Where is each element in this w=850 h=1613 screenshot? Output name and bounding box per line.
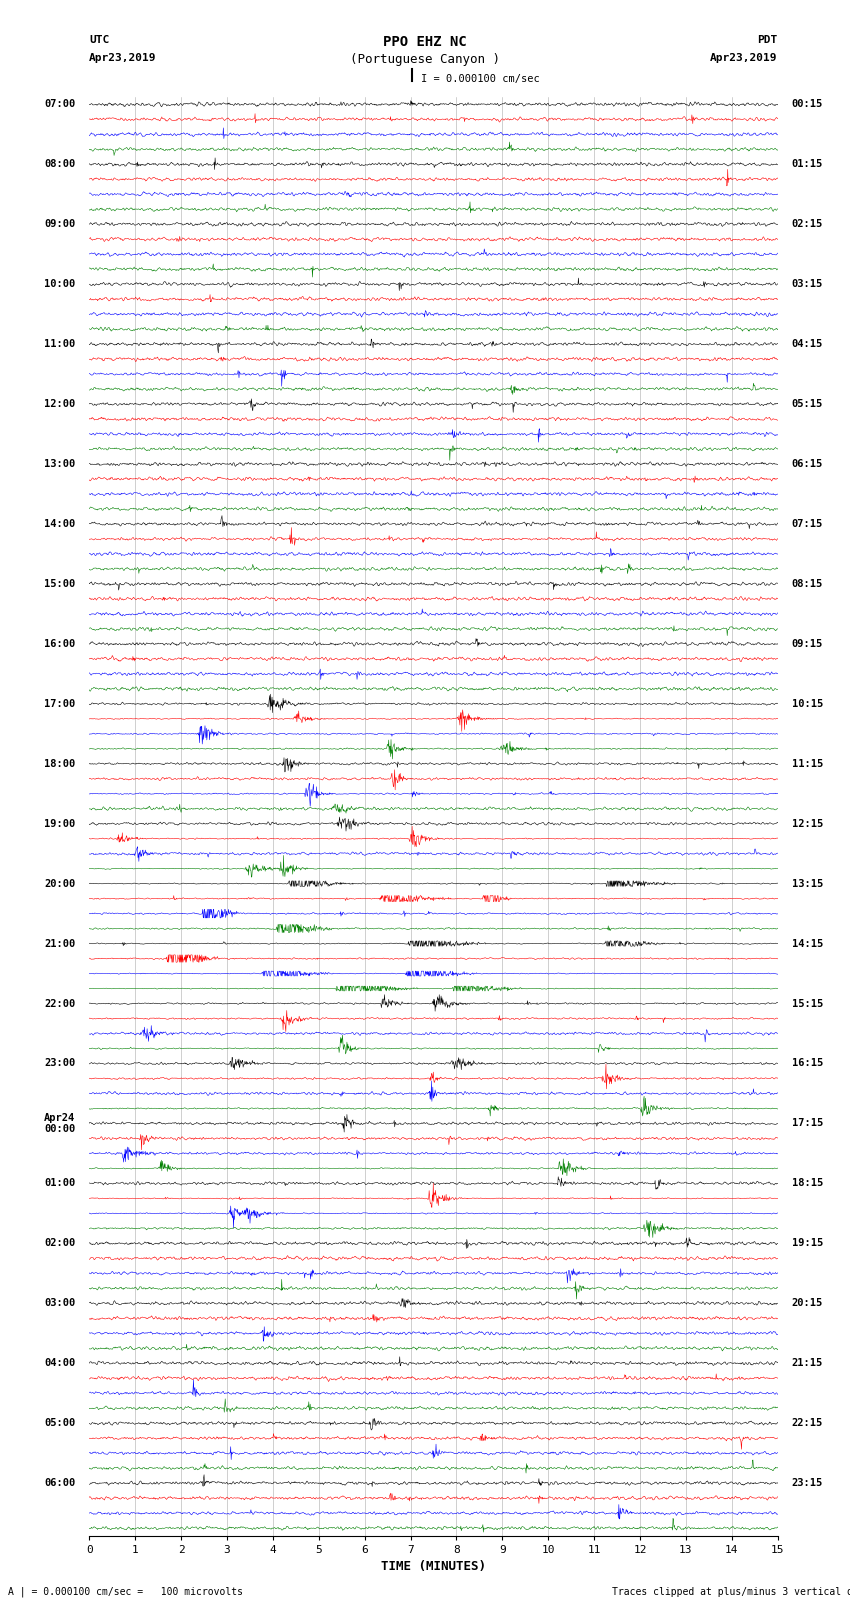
Text: PPO EHZ NC: PPO EHZ NC	[383, 35, 467, 50]
Text: 21:15: 21:15	[791, 1358, 823, 1368]
Text: 18:15: 18:15	[791, 1179, 823, 1189]
X-axis label: TIME (MINUTES): TIME (MINUTES)	[381, 1560, 486, 1573]
Text: 20:00: 20:00	[44, 879, 76, 889]
Text: 04:00: 04:00	[44, 1358, 76, 1368]
Text: 14:15: 14:15	[791, 939, 823, 948]
Text: 13:15: 13:15	[791, 879, 823, 889]
Text: 14:00: 14:00	[44, 519, 76, 529]
Text: I = 0.000100 cm/sec: I = 0.000100 cm/sec	[421, 74, 540, 84]
Text: 23:00: 23:00	[44, 1058, 76, 1068]
Text: 10:15: 10:15	[791, 698, 823, 708]
Text: 16:15: 16:15	[791, 1058, 823, 1068]
Text: 08:00: 08:00	[44, 160, 76, 169]
Text: UTC: UTC	[89, 35, 110, 45]
Text: 12:00: 12:00	[44, 398, 76, 410]
Text: 11:00: 11:00	[44, 339, 76, 348]
Text: 17:15: 17:15	[791, 1118, 823, 1129]
Text: 05:15: 05:15	[791, 398, 823, 410]
Text: 19:15: 19:15	[791, 1239, 823, 1248]
Text: A | = 0.000100 cm/sec =   100 microvolts: A | = 0.000100 cm/sec = 100 microvolts	[8, 1586, 243, 1597]
Text: 02:00: 02:00	[44, 1239, 76, 1248]
Text: 03:15: 03:15	[791, 279, 823, 289]
Text: Apr24
00:00: Apr24 00:00	[44, 1113, 76, 1134]
Text: 01:15: 01:15	[791, 160, 823, 169]
Text: 03:00: 03:00	[44, 1298, 76, 1308]
Text: Traces clipped at plus/minus 3 vertical divisions: Traces clipped at plus/minus 3 vertical …	[612, 1587, 850, 1597]
Text: 20:15: 20:15	[791, 1298, 823, 1308]
Text: 13:00: 13:00	[44, 460, 76, 469]
Text: 15:00: 15:00	[44, 579, 76, 589]
Text: 06:15: 06:15	[791, 460, 823, 469]
Text: 15:15: 15:15	[791, 998, 823, 1008]
Text: 01:00: 01:00	[44, 1179, 76, 1189]
Text: PDT: PDT	[757, 35, 778, 45]
Text: 09:00: 09:00	[44, 219, 76, 229]
Text: 05:00: 05:00	[44, 1418, 76, 1428]
Text: 10:00: 10:00	[44, 279, 76, 289]
Text: 07:00: 07:00	[44, 100, 76, 110]
Text: 16:00: 16:00	[44, 639, 76, 648]
Text: 12:15: 12:15	[791, 819, 823, 829]
Text: 22:15: 22:15	[791, 1418, 823, 1428]
Text: 07:15: 07:15	[791, 519, 823, 529]
Text: 23:15: 23:15	[791, 1478, 823, 1489]
Text: 22:00: 22:00	[44, 998, 76, 1008]
Text: 04:15: 04:15	[791, 339, 823, 348]
Text: 00:15: 00:15	[791, 100, 823, 110]
Text: (Portuguese Canyon ): (Portuguese Canyon )	[350, 53, 500, 66]
Text: 06:00: 06:00	[44, 1478, 76, 1489]
Text: 21:00: 21:00	[44, 939, 76, 948]
Text: Apr23,2019: Apr23,2019	[711, 53, 778, 63]
Text: 18:00: 18:00	[44, 758, 76, 769]
Text: 19:00: 19:00	[44, 819, 76, 829]
Text: 17:00: 17:00	[44, 698, 76, 708]
Text: 08:15: 08:15	[791, 579, 823, 589]
Text: Apr23,2019: Apr23,2019	[89, 53, 156, 63]
Text: 02:15: 02:15	[791, 219, 823, 229]
Text: 11:15: 11:15	[791, 758, 823, 769]
Text: 09:15: 09:15	[791, 639, 823, 648]
